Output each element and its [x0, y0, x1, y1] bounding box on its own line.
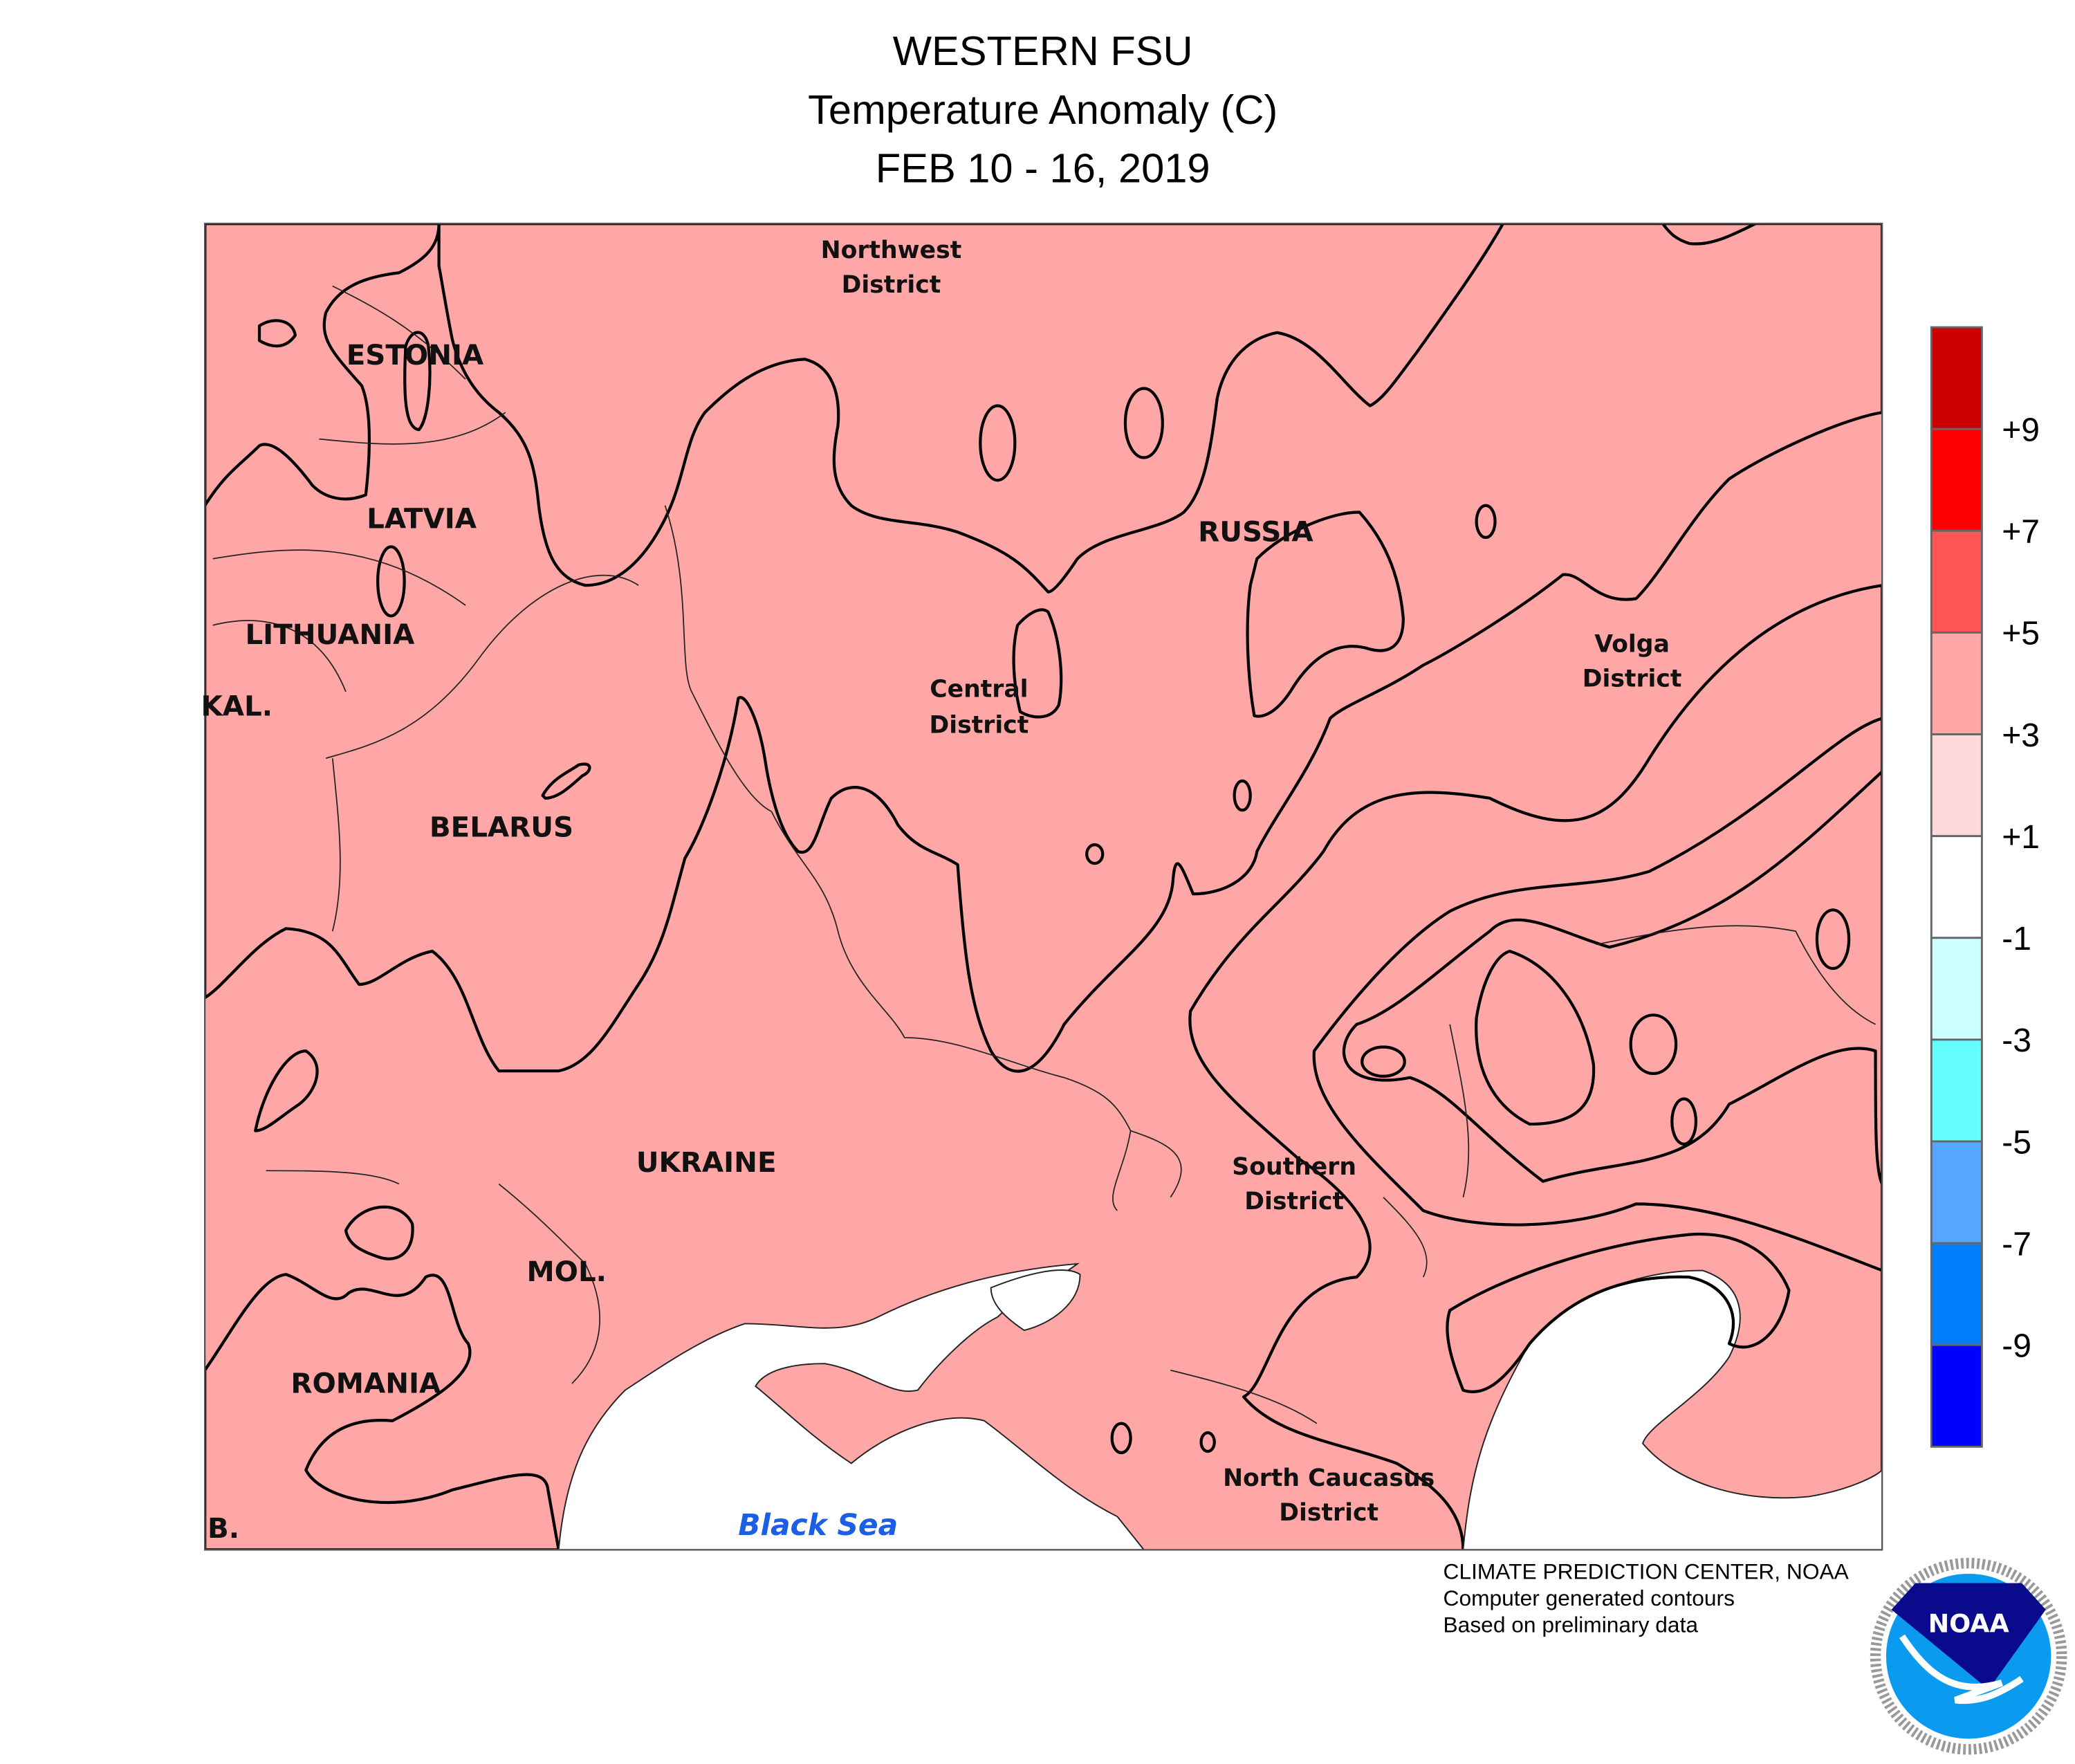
noaa-logo: NOAA	[1870, 1557, 2067, 1755]
legend-label: +5	[2002, 615, 2040, 652]
label-romania: ROMANIA	[290, 1367, 441, 1399]
legend-label: -5	[2002, 1123, 2031, 1161]
label-black-sea: Black Sea	[738, 1508, 898, 1542]
legend-swatch	[1930, 1343, 1983, 1448]
anomaly-3-to-5-hole	[376, 545, 406, 618]
label-lithuania: LITHUANIA	[245, 618, 415, 651]
legend-label: +3	[2002, 717, 2040, 754]
map-area	[205, 223, 1883, 1550]
country-borders	[212, 285, 1876, 1424]
anomaly-minus3-to-minus1-blob	[1475, 949, 1596, 1126]
anomaly-7-to-9-blob	[403, 331, 432, 432]
title-line-3: FEB 10 - 16, 2019	[876, 145, 1210, 191]
anomaly-1-to-3-east	[1188, 584, 1883, 1550]
anomaly-1-to-3-romania	[205, 1273, 560, 1550]
anomaly-contour-ring	[1629, 1013, 1678, 1076]
legend-label: +9	[2002, 412, 2040, 449]
map-labels: ESTONIA LATVIA LITHUANIA KAL. BELARUS UK…	[201, 237, 1682, 1545]
title-line-1: WESTERN FSU	[893, 28, 1193, 74]
label-belarus: BELARUS	[430, 811, 573, 844]
legend-label: -3	[2002, 1022, 2031, 1059]
title-line-2: Temperature Anomaly (C)	[808, 86, 1278, 133]
map-frame	[204, 222, 1883, 1551]
label-russia: RUSSIA	[1198, 516, 1313, 549]
legend-swatch	[1930, 835, 1983, 939]
legend-swatch	[1930, 937, 1983, 1041]
anomaly-7-to-9-blob	[541, 762, 591, 800]
label-latvia: LATVIA	[367, 502, 477, 535]
anomaly-5-to-7-region	[205, 223, 1883, 1073]
baltic-sea-water	[205, 223, 441, 507]
anomaly-5-to-7-blob	[1199, 1431, 1216, 1453]
anomaly-minus3-to-minus1-blob	[1361, 1045, 1406, 1078]
credit-line-1: CLIMATE PREDICTION CENTER, NOAA	[1444, 1559, 1850, 1584]
label-ukraine: UKRAINE	[636, 1146, 777, 1179]
label-central-district: Central	[930, 676, 1028, 704]
label-estonia: ESTONIA	[347, 339, 484, 371]
label-central-district: District	[930, 712, 1029, 739]
legend-swatch	[1930, 631, 1983, 735]
anomaly-7-to-9-blob	[1085, 843, 1105, 865]
azov-sea-water	[990, 1269, 1081, 1332]
anomaly-7-to-9-blob	[1012, 608, 1063, 719]
label-volga-district: Volga	[1594, 630, 1670, 658]
anomaly-above-9-core	[1123, 387, 1164, 459]
label-southern-district: District	[1244, 1188, 1344, 1215]
anomaly-above-9-core	[979, 404, 1017, 482]
anomaly-1-to-3-moldova-blob	[344, 1205, 414, 1260]
label-northwest-district: District	[842, 271, 941, 299]
credit-line-3: Based on preliminary data	[1444, 1613, 1699, 1637]
label-moldova: MOL.	[526, 1256, 607, 1288]
legend-swatch	[1930, 1242, 1983, 1346]
baltic-island	[257, 319, 297, 348]
legend-label: -9	[2002, 1327, 2031, 1365]
legend-swatch	[1930, 326, 1983, 430]
label-kaliningrad: KAL.	[201, 690, 273, 723]
anomaly-minus3-to-minus1-blob	[1815, 908, 1851, 971]
legend-label: +1	[2002, 818, 2040, 856]
label-north-caucasus-district: North Caucasus	[1223, 1464, 1435, 1492]
label-bulgaria: B.	[208, 1512, 239, 1545]
legend-swatch	[1930, 529, 1983, 634]
anomaly-7-to-9-region	[437, 223, 1505, 594]
caspian-north-anomaly-3-to-5	[1446, 1232, 1791, 1394]
anomaly-7-to-9-blob	[1475, 504, 1497, 540]
label-northwest-district: Northwest	[821, 237, 962, 264]
anomaly-3-to-5-hole	[1233, 779, 1252, 812]
anomaly-7-to-9-blob	[1246, 511, 1405, 718]
legend-swatch	[1930, 1038, 1983, 1143]
black-sea-water	[557, 1262, 1145, 1550]
anomaly-5-to-7-blob	[1110, 1422, 1132, 1455]
label-southern-district: Southern	[1232, 1153, 1356, 1181]
anomaly-minus3-to-minus1-blob	[1670, 1097, 1698, 1146]
legend-swatch	[1930, 1140, 1983, 1244]
label-north-caucasus-district: District	[1279, 1499, 1378, 1527]
noaa-logo-text: NOAA	[1928, 1609, 2010, 1639]
legend-label: -7	[2002, 1225, 2031, 1262]
legend-label: +7	[2002, 513, 2040, 551]
label-volga-district: District	[1583, 665, 1682, 692]
color-legend: +9 +7 +5 +3 +1 -1 -3 -5 -7 -9	[1930, 326, 2040, 1448]
anomaly-5-to-7-blob	[254, 1049, 319, 1132]
legend-label: -1	[2002, 920, 2031, 957]
anomaly-minus1-to-1-east	[1312, 717, 1883, 1272]
anomaly-inner-contour	[1342, 770, 1883, 1185]
legend-swatch	[1930, 733, 1983, 838]
credit-line-2: Computer generated contours	[1444, 1586, 1735, 1610]
anomaly-7-to-9-region	[1661, 223, 1758, 246]
legend-swatch	[1930, 428, 1983, 532]
